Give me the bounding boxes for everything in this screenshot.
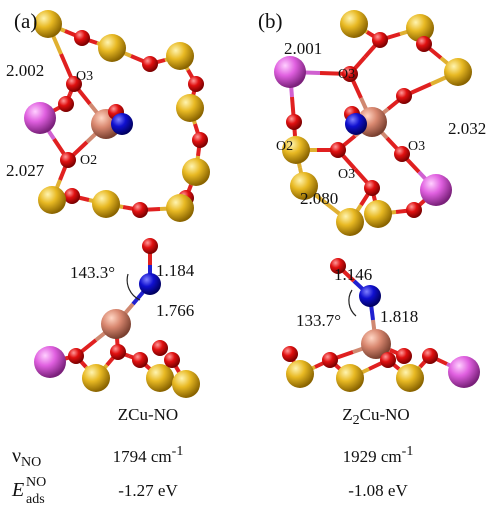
frequency: 1794 cm-1 — [113, 444, 184, 466]
atom — [111, 113, 133, 135]
atom-label: O3 — [76, 69, 93, 84]
atom — [444, 58, 472, 86]
atom — [98, 34, 126, 62]
structure-name: ZCu-NO — [118, 405, 178, 424]
atom — [359, 285, 381, 307]
frequency-sup: -1 — [172, 444, 184, 459]
bond-length: 2.080 — [300, 189, 338, 208]
frequency-text: 1929 cm — [343, 447, 402, 466]
atom — [142, 238, 158, 254]
atom — [282, 346, 298, 362]
atom — [110, 344, 126, 360]
atom — [380, 352, 396, 368]
frequency-text: 1794 cm — [113, 447, 172, 466]
symbol: ν — [12, 445, 21, 467]
atom — [336, 364, 364, 392]
atom — [322, 352, 338, 368]
angle-arc — [349, 290, 356, 316]
atom — [101, 309, 131, 339]
figure: (a) (b) 2.002 O3 2.027 O2 2.001 O3 O2 O3… — [0, 0, 500, 507]
bond-length: 2.027 — [6, 161, 45, 180]
atom — [286, 114, 302, 130]
atom — [166, 194, 194, 222]
symbol-sub: ads — [26, 492, 45, 507]
name-part: Z — [342, 405, 352, 424]
bond-length: 2.002 — [6, 61, 44, 80]
frequency: 1929 cm-1 — [343, 444, 414, 466]
atom — [152, 340, 168, 356]
panel-label: (b) — [258, 9, 283, 33]
atom — [336, 208, 364, 236]
row-label: νNO — [12, 445, 41, 470]
atom — [132, 202, 148, 218]
symbol-sup: NO — [26, 475, 46, 490]
atom — [396, 88, 412, 104]
atom — [164, 352, 180, 368]
atom — [406, 202, 422, 218]
atom — [176, 94, 204, 122]
frequency-sup: -1 — [402, 444, 414, 459]
atom — [416, 36, 432, 52]
atom-label: O3 — [338, 167, 355, 182]
adsorption-energy: -1.08 eV — [348, 481, 408, 500]
atom — [68, 348, 84, 364]
atom — [345, 113, 367, 135]
atom — [188, 76, 204, 92]
atom — [330, 142, 346, 158]
atom — [364, 180, 380, 196]
atom-label: O3 — [408, 139, 425, 154]
atom — [274, 56, 306, 88]
bond-angle: 133.7° — [296, 311, 341, 330]
atom — [34, 346, 66, 378]
panel-label: (a) — [14, 9, 37, 33]
atom — [82, 364, 110, 392]
bond-length: 1.766 — [156, 301, 194, 320]
atom-label: O3 — [338, 67, 355, 82]
atom — [420, 174, 452, 206]
atom — [166, 42, 194, 70]
bond-length: 1.184 — [156, 261, 195, 280]
bond-length: 2.001 — [284, 39, 322, 58]
atom — [192, 132, 208, 148]
atom — [146, 364, 174, 392]
name-sub: 2 — [353, 413, 360, 428]
atom — [92, 190, 120, 218]
adsorption-energy: -1.27 eV — [118, 481, 178, 500]
atom — [286, 360, 314, 388]
symbol-sub: NO — [21, 455, 41, 470]
atom — [142, 56, 158, 72]
atom — [372, 32, 388, 48]
atom — [24, 102, 56, 134]
atom-label: O2 — [80, 153, 97, 168]
bond-length: 1.818 — [380, 307, 418, 326]
atom — [60, 152, 76, 168]
atom — [64, 188, 80, 204]
atom — [396, 364, 424, 392]
structure-name: Z2Cu-NO — [342, 405, 409, 428]
atom — [448, 356, 480, 388]
atom — [132, 352, 148, 368]
atom — [34, 10, 62, 38]
atom — [340, 10, 368, 38]
bond-angle: 143.3° — [70, 263, 115, 282]
atom — [58, 96, 74, 112]
atom — [38, 186, 66, 214]
atom — [422, 348, 438, 364]
name-part: Cu-NO — [360, 405, 410, 424]
bond-length: 1.146 — [334, 265, 372, 284]
atom — [172, 370, 200, 398]
bond-length: 2.032 — [448, 119, 486, 138]
atom — [364, 200, 392, 228]
atom — [182, 158, 210, 186]
atom-label: O2 — [276, 139, 293, 154]
symbol: E — [11, 479, 24, 501]
atom — [74, 30, 90, 46]
atom — [396, 348, 412, 364]
